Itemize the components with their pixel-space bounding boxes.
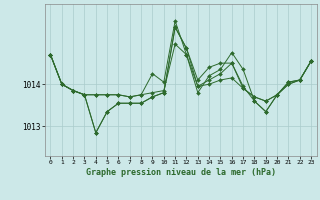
- X-axis label: Graphe pression niveau de la mer (hPa): Graphe pression niveau de la mer (hPa): [86, 168, 276, 177]
